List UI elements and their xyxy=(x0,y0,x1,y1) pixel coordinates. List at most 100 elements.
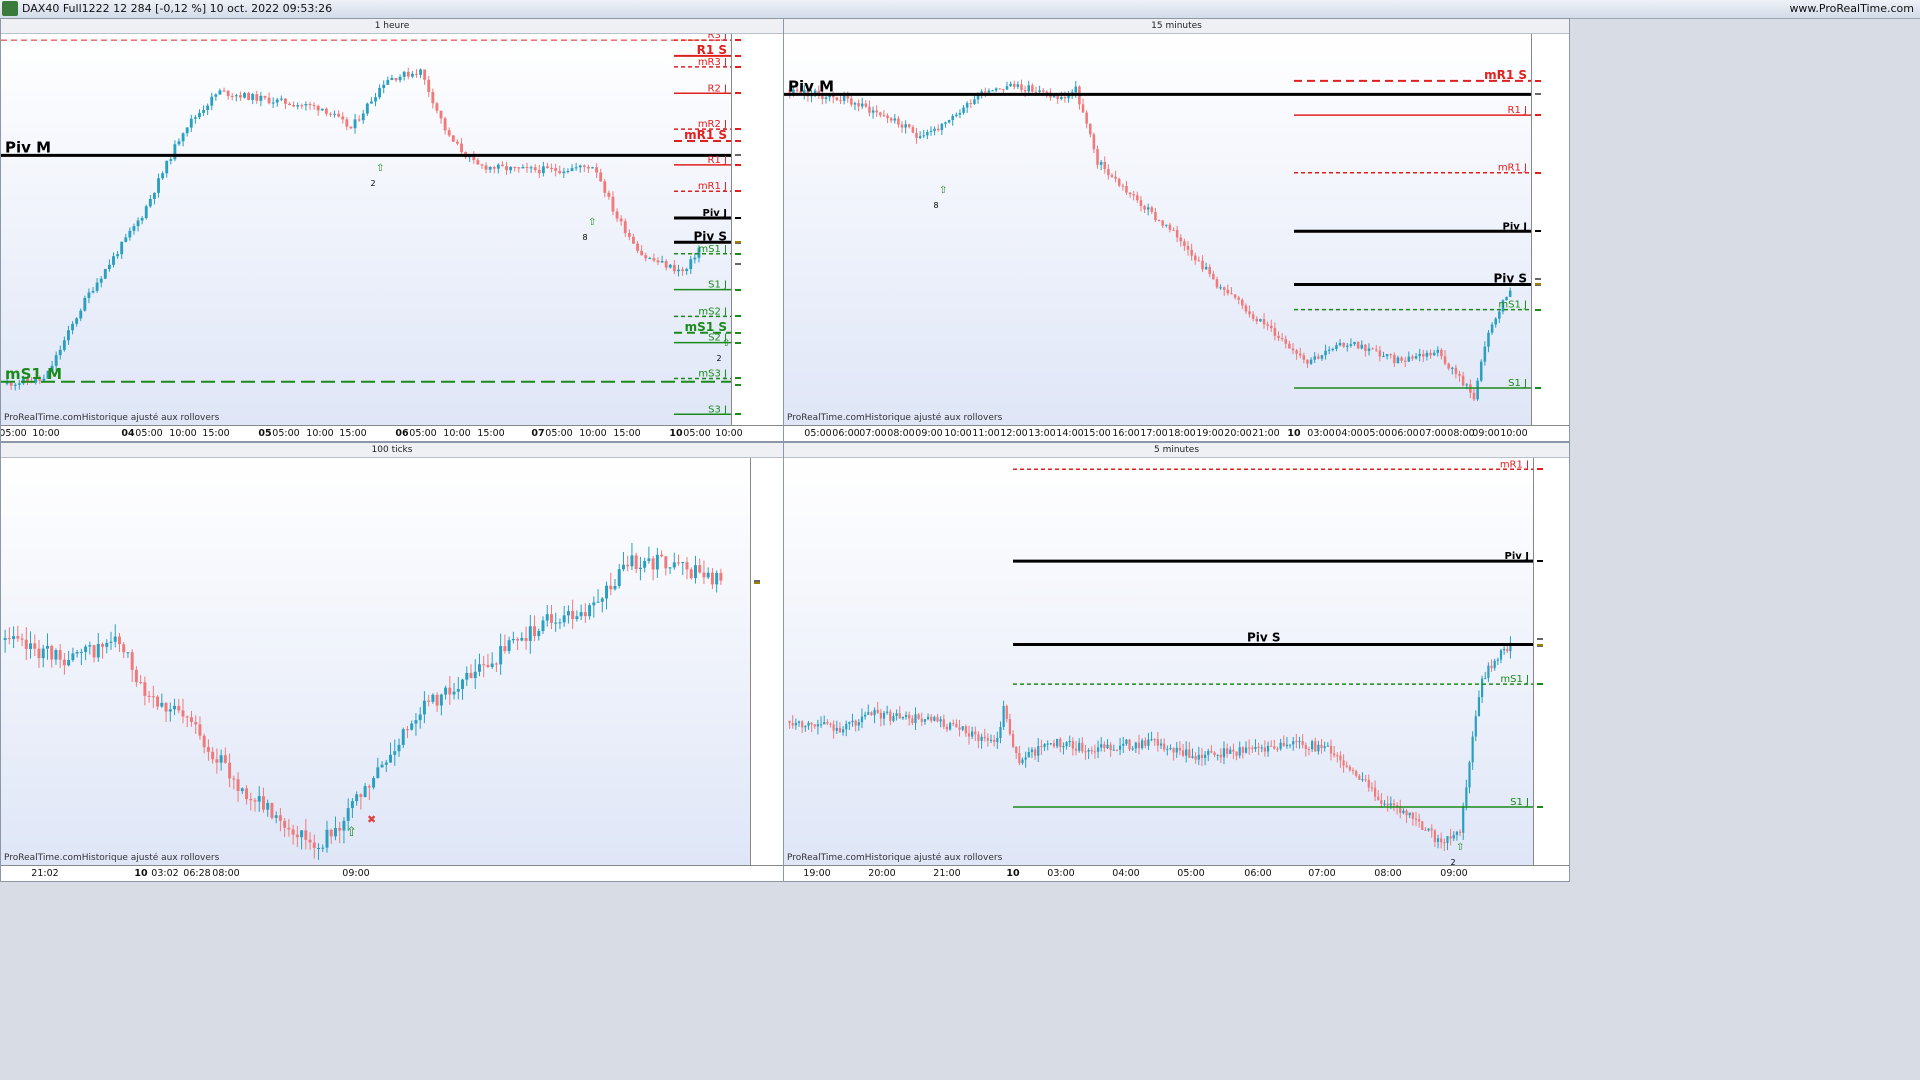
signal-count: 2 xyxy=(716,354,721,363)
candle xyxy=(1307,749,1311,751)
candle xyxy=(1306,359,1309,364)
candle xyxy=(1370,787,1374,789)
price-tag xyxy=(754,580,760,583)
candle xyxy=(999,726,1002,738)
candle xyxy=(482,664,486,666)
candle xyxy=(554,168,558,171)
candle xyxy=(1358,775,1361,780)
candle xyxy=(1056,738,1059,747)
candle xyxy=(1030,749,1034,752)
candle xyxy=(634,555,638,570)
candle xyxy=(1150,207,1154,212)
candle xyxy=(983,736,986,739)
candle xyxy=(1233,294,1237,298)
candle xyxy=(1373,787,1377,797)
candle xyxy=(460,143,463,153)
chart-panel-15m[interactable]: 15 minutes Piv M mR1 S R1 J mR1 J Piv J Piv S… xyxy=(783,18,1570,442)
candle xyxy=(1490,665,1493,669)
level-label: Piv J xyxy=(703,208,727,219)
candle xyxy=(247,93,251,100)
candle xyxy=(944,122,947,124)
candle xyxy=(1280,338,1284,340)
candle xyxy=(1112,749,1115,751)
candle xyxy=(1056,95,1059,100)
candle xyxy=(338,827,342,831)
candle xyxy=(492,166,496,169)
candle xyxy=(1139,200,1143,207)
candle xyxy=(998,88,1002,90)
time-tick: 05:00 xyxy=(545,428,573,439)
price-plot[interactable]: ⇧ ✖ xyxy=(1,458,750,865)
candle xyxy=(240,788,244,792)
candle xyxy=(1230,293,1233,295)
candle xyxy=(1449,836,1452,839)
candle xyxy=(904,714,908,717)
candle xyxy=(1335,345,1338,349)
level-price-tag xyxy=(1535,171,1541,174)
candle xyxy=(29,643,33,649)
candle xyxy=(1288,744,1292,746)
candle xyxy=(83,297,87,311)
price-axis[interactable] xyxy=(1533,458,1569,865)
candle xyxy=(193,117,197,119)
level-price-tag xyxy=(735,92,741,95)
candle xyxy=(226,90,230,96)
candle xyxy=(105,642,109,647)
candle xyxy=(1273,328,1277,336)
candle xyxy=(693,257,697,260)
candle xyxy=(1132,194,1135,196)
candle xyxy=(599,172,603,182)
price-axis[interactable] xyxy=(1531,34,1569,425)
candle xyxy=(1424,829,1427,831)
candle xyxy=(1141,740,1144,749)
candle xyxy=(541,620,545,631)
price-axis[interactable] xyxy=(750,458,783,865)
candle xyxy=(550,168,553,170)
price-plot[interactable]: Piv M mR1 S R1 J mR1 J Piv J Piv S mS1 J S1 J ⇧ 8 xyxy=(784,34,1531,425)
candle xyxy=(153,192,156,199)
candle xyxy=(1447,363,1450,369)
candle xyxy=(444,687,448,695)
candle xyxy=(1049,743,1052,745)
candle xyxy=(1018,753,1021,764)
time-axis[interactable]: 21:02 10 03:02 06:28 08:00 09:00 xyxy=(1,865,783,881)
date-tick: 04 xyxy=(121,428,135,439)
candle xyxy=(1188,749,1191,758)
candle xyxy=(378,87,382,98)
candle xyxy=(710,572,714,585)
candle xyxy=(1353,341,1356,345)
candle xyxy=(1213,752,1216,756)
candle xyxy=(1011,734,1015,747)
chart-panel-5m[interactable]: 5 minutes Piv S mR1 J Piv J mS1 J S1 J ⇧ 2 19:… xyxy=(783,442,1570,882)
candle xyxy=(871,110,875,113)
price-plot[interactable]: Piv S mR1 J Piv J mS1 J S1 J ⇧ 2 xyxy=(784,458,1533,865)
candle xyxy=(901,716,904,719)
candle xyxy=(1396,357,1400,364)
candle xyxy=(139,682,143,684)
time-axis[interactable]: 19:00 20:00 21:00 10 03:00 04:00 05:00 06:00 07:… xyxy=(784,865,1569,881)
time-tick: 05:00 xyxy=(135,428,163,439)
candle xyxy=(345,119,349,127)
candle xyxy=(103,269,107,279)
candle xyxy=(1421,821,1424,830)
price-axis[interactable] xyxy=(731,34,783,425)
candle xyxy=(677,562,681,564)
candle xyxy=(427,700,431,702)
time-axis[interactable]: 05:00 10:00 04 05:00 10:00 15:00 05 05:00 10:00 1… xyxy=(1,425,783,441)
site-link[interactable]: www.ProRealTime.com xyxy=(1789,2,1914,15)
candle xyxy=(165,160,169,174)
candle xyxy=(1059,738,1062,748)
chart-panel-100ticks[interactable]: 100 ticks ⇧ ✖ 21:02 10 03:02 06:28 08:00 09:00… xyxy=(0,442,784,882)
level-label: mS1 M xyxy=(5,365,62,383)
candle xyxy=(923,719,927,722)
time-axis[interactable]: 05:00 06:00 07:00 08:00 09:00 10:00 11:00 12:00… xyxy=(784,425,1569,441)
candle xyxy=(1071,741,1074,749)
candle xyxy=(1023,90,1027,92)
candle xyxy=(427,79,431,93)
candle xyxy=(1405,810,1408,816)
candle xyxy=(1377,796,1380,801)
candle xyxy=(1255,318,1259,322)
candle xyxy=(870,712,873,716)
